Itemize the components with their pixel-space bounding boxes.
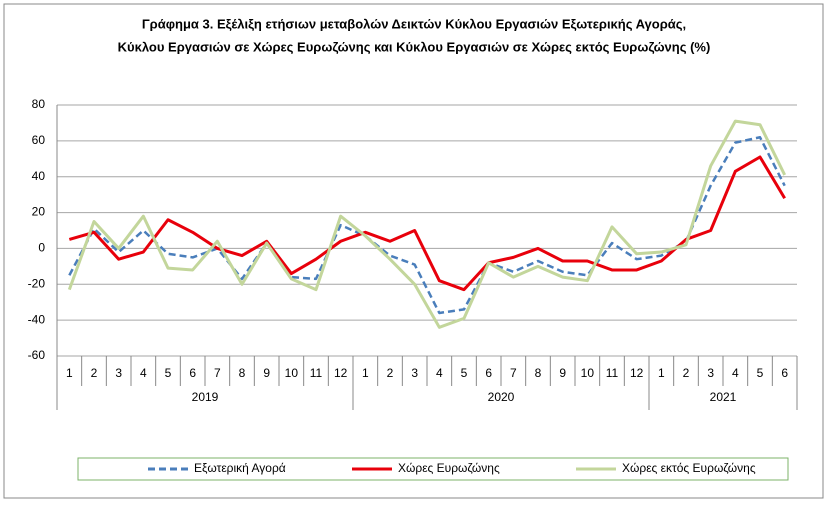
x-tick-label: 5 xyxy=(461,366,468,380)
legend-label: Χώρες εκτός Ευρωζώνης xyxy=(622,461,756,475)
x-tick-label: 1 xyxy=(658,366,665,380)
series-line xyxy=(68,155,786,292)
x-tick-label: 7 xyxy=(214,366,221,380)
x-tick-label: 4 xyxy=(732,366,739,380)
x-tick-label: 8 xyxy=(239,366,246,380)
y-tick-label: 20 xyxy=(32,205,46,219)
x-tick-label: 2 xyxy=(91,366,98,380)
x-tick-label: 7 xyxy=(510,366,517,380)
x-tick-label: 5 xyxy=(165,366,172,380)
x-tick-label: 4 xyxy=(140,366,147,380)
legend-label: Χώρες Ευρωζώνης xyxy=(398,461,500,475)
x-tick-label: 10 xyxy=(581,366,595,380)
x-tick-label: 3 xyxy=(411,366,418,380)
x-tick-label: 3 xyxy=(707,366,714,380)
y-tick-label: -20 xyxy=(28,276,46,290)
y-tick-label: -40 xyxy=(28,312,46,326)
x-tick-label: 8 xyxy=(535,366,542,380)
x-tick-label: 1 xyxy=(362,366,369,380)
y-tick-label: 40 xyxy=(32,169,46,183)
x-tick-label: 12 xyxy=(334,366,348,380)
x-tick-label: 4 xyxy=(436,366,443,380)
x-tick-label: 12 xyxy=(630,366,644,380)
chart-title: Γράφημα 3. Εξέλιξη ετήσιων μεταβολών Δει… xyxy=(142,16,686,31)
year-label: 2019 xyxy=(192,390,219,404)
x-tick-label: 2 xyxy=(387,366,394,380)
x-tick-label: 5 xyxy=(757,366,764,380)
x-tick-label: 6 xyxy=(781,366,788,380)
y-tick-label: 0 xyxy=(38,241,45,255)
chart-title: Κύκλου Εργασιών σε Χώρες Ευρωζώνης και Κ… xyxy=(118,39,711,54)
x-tick-label: 3 xyxy=(115,366,122,380)
x-tick-label: 9 xyxy=(559,366,566,380)
year-label: 2020 xyxy=(488,390,515,404)
x-tick-label: 11 xyxy=(310,366,323,380)
legend-label: Εξωτερική Αγορά xyxy=(194,461,286,475)
chart-border xyxy=(3,3,824,499)
y-tick-label: -60 xyxy=(28,348,46,362)
y-tick-label: 60 xyxy=(32,133,46,147)
x-tick-label: 6 xyxy=(189,366,196,380)
year-label: 2021 xyxy=(710,390,737,404)
legend-box xyxy=(77,457,789,481)
x-tick-label: 9 xyxy=(263,366,270,380)
series-line xyxy=(67,119,787,329)
x-tick-label: 2 xyxy=(683,366,690,380)
x-tick-label: 1 xyxy=(66,366,73,380)
x-tick-label: 11 xyxy=(606,366,619,380)
x-tick-label: 10 xyxy=(285,366,299,380)
y-tick-label: 80 xyxy=(32,97,46,111)
x-tick-label: 6 xyxy=(485,366,492,380)
